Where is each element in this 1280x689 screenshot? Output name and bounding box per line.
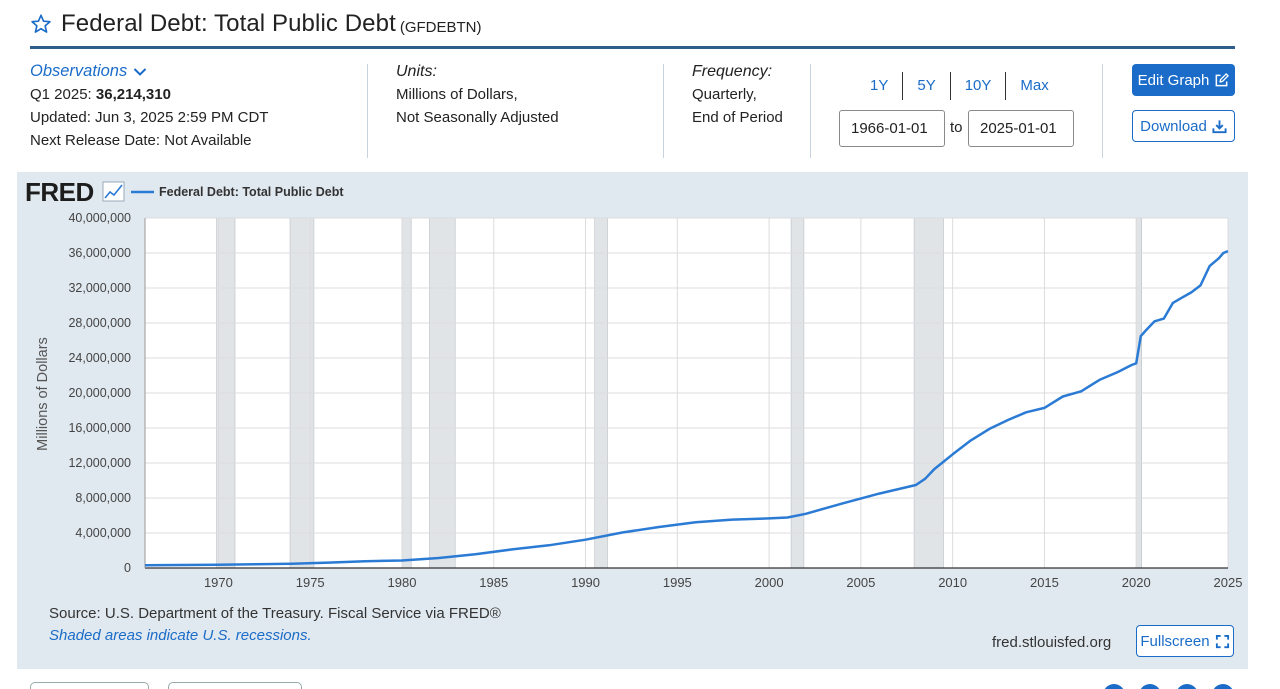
updated-text: Updated: Jun 3, 2025 2:59 PM CDT <box>30 109 269 126</box>
frequency-line-2: End of Period <box>692 109 783 126</box>
recession-note-link[interactable]: Shaded areas indicate U.S. recessions. <box>49 627 312 644</box>
y-tick-label: 16,000,000 <box>68 421 131 435</box>
y-tick-label: 4,000,000 <box>75 526 131 540</box>
share-link-button[interactable] <box>30 682 149 689</box>
x-tick-label: 2000 <box>755 575 784 590</box>
x-tick-label: 1970 <box>204 575 233 590</box>
title-row: Federal Debt: Total Public Debt (GFDEBTN… <box>30 8 482 40</box>
chart-panel: FRED Federal Debt: Total Public Debt Mil… <box>17 172 1248 669</box>
fred-logo[interactable]: FRED <box>25 177 94 207</box>
x-tick-labels: 1970 1975 1980 1985 1990 1995 2000 2005 2010 2015… <box>204 575 1242 590</box>
download-button[interactable]: Download <box>1132 110 1235 142</box>
observation-value: 36,214,310 <box>95 86 171 103</box>
fullscreen-label: Fullscreen <box>1140 632 1210 650</box>
page-title: Federal Debt: Total Public Debt <box>61 10 396 37</box>
y-tick-label: 0 <box>124 561 131 575</box>
social-icon-email[interactable] <box>1212 684 1234 689</box>
legend-label: Federal Debt: Total Public Debt <box>159 185 344 199</box>
units-panel: Units: Millions of Dollars, Not Seasonal… <box>396 60 559 129</box>
range-1y-button[interactable]: 1Y <box>856 72 904 100</box>
y-tick-label: 36,000,000 <box>68 246 131 260</box>
y-axis-label: Millions of Dollars <box>35 337 51 451</box>
x-tick-label: 1995 <box>663 575 692 590</box>
x-tick-label: 2010 <box>938 575 967 590</box>
meta-separator <box>663 64 664 158</box>
social-icon-twitter[interactable] <box>1139 684 1161 689</box>
x-tick-label: 2020 <box>1122 575 1151 590</box>
embed-button[interactable] <box>168 682 302 689</box>
source-text: Source: U.S. Department of the Treasury.… <box>49 605 501 622</box>
download-label: Download <box>1140 117 1207 135</box>
series-line-federal-debt[interactable] <box>144 249 1229 567</box>
x-tick-label: 2025 <box>1214 575 1243 590</box>
download-icon <box>1212 119 1227 133</box>
observations-dropdown[interactable]: Observations <box>30 60 268 83</box>
title-divider <box>30 46 1235 49</box>
observation-period: Q1 2025: <box>30 86 92 103</box>
frequency-line-1: Quarterly, <box>692 86 757 103</box>
units-line-2: Not Seasonally Adjusted <box>396 109 559 126</box>
y-tick-label: 24,000,000 <box>68 351 131 365</box>
edit-graph-label: Edit Graph <box>1137 71 1210 89</box>
y-tick-label: 20,000,000 <box>68 386 131 400</box>
frequency-label: Frequency: <box>692 63 773 80</box>
x-tick-label: 2015 <box>1030 575 1059 590</box>
range-max-button[interactable]: Max <box>1020 77 1049 94</box>
gridlines <box>145 217 1229 568</box>
y-tick-label: 32,000,000 <box>68 281 131 295</box>
y-tick-label: 8,000,000 <box>75 491 131 505</box>
date-to-label: to <box>950 119 963 136</box>
latest-observation: Q1 2025: 36,214,310 <box>30 83 268 106</box>
observations-panel: Observations Q1 2025: 36,214,310 Updated… <box>30 60 268 152</box>
meta-separator <box>1102 64 1103 158</box>
frequency-panel: Frequency: Quarterly, End of Period <box>692 60 783 129</box>
social-icon-facebook[interactable] <box>1103 684 1125 689</box>
x-tick-label: 2005 <box>846 575 875 590</box>
units-label: Units: <box>396 63 437 80</box>
y-tick-labels: 0 4,000,000 8,000,000 12,000,000 16,000,000 2… <box>68 211 131 575</box>
x-tick-label: 1980 <box>388 575 417 590</box>
start-date-input[interactable] <box>839 110 945 147</box>
series-id: (GFDEBTN) <box>399 18 482 36</box>
star-icon[interactable] <box>30 13 52 35</box>
range-buttons: 1Y 5Y 10Y Max <box>856 72 1063 100</box>
range-10y-button[interactable]: 10Y <box>951 72 1007 100</box>
fullscreen-icon <box>1215 634 1229 648</box>
observations-label: Observations <box>30 62 128 80</box>
range-5y-button[interactable]: 5Y <box>903 72 951 100</box>
edit-graph-button[interactable]: Edit Graph <box>1132 64 1235 96</box>
x-tick-label: 1975 <box>296 575 325 590</box>
y-tick-label: 28,000,000 <box>68 316 131 330</box>
site-url[interactable]: fred.stlouisfed.org <box>992 634 1112 651</box>
fred-chart-icon <box>102 181 125 202</box>
x-tick-label: 1985 <box>479 575 508 590</box>
meta-separator <box>367 64 368 158</box>
fullscreen-button[interactable]: Fullscreen <box>1136 625 1234 657</box>
y-tick-label: 40,000,000 <box>68 211 131 225</box>
y-tick-label: 12,000,000 <box>68 456 131 470</box>
end-date-input[interactable] <box>968 110 1074 147</box>
units-line-1: Millions of Dollars, <box>396 86 518 103</box>
edit-icon <box>1215 72 1230 86</box>
chevron-down-icon <box>134 67 147 76</box>
social-icon-linkedin[interactable] <box>1176 684 1198 689</box>
next-release-text: Next Release Date: Not Available <box>30 132 252 149</box>
meta-separator <box>810 64 811 158</box>
x-tick-label: 1990 <box>571 575 600 590</box>
chart-svg: FRED Federal Debt: Total Public Debt Mil… <box>25 177 1242 590</box>
